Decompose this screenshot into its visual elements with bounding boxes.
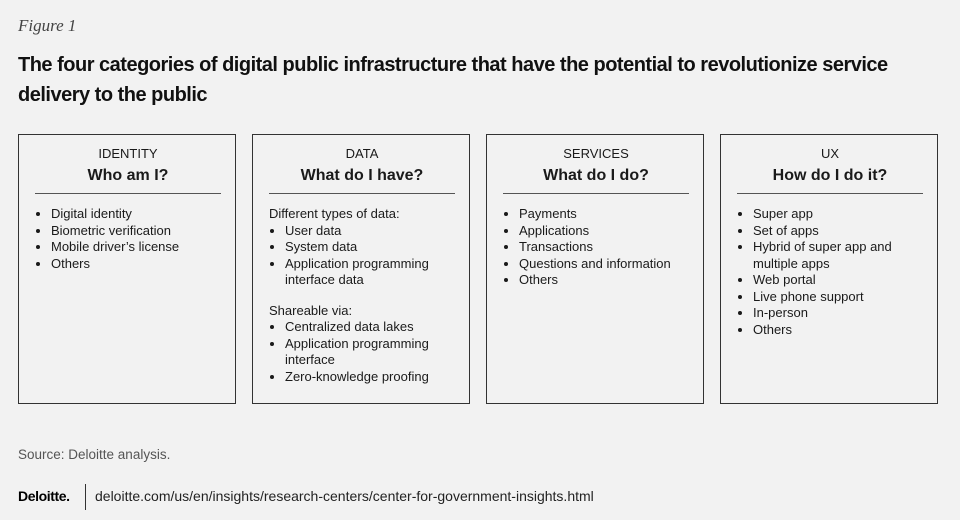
bullet-item: Application programming interface data <box>285 256 455 289</box>
bullet-item: Application programming interface <box>285 336 455 369</box>
bullet-item: System data <box>285 239 455 256</box>
bullet-item: Live phone support <box>753 289 923 306</box>
bullet-list: Centralized data lakesApplication progra… <box>269 319 455 385</box>
bullet-list: Super appSet of appsHybrid of super app … <box>737 206 923 338</box>
question: How do I do it? <box>737 167 923 194</box>
category: SERVICES <box>563 146 629 161</box>
bullet-item: Payments <box>519 206 689 223</box>
bullet-item: Questions and information <box>519 256 689 273</box>
column: SERVICES What do I do? PaymentsApplication… <box>486 134 704 404</box>
category: DATA <box>345 146 379 161</box>
question: What do I have? <box>269 167 455 194</box>
bullet-item: Transactions <box>519 239 689 256</box>
section: Super appSet of appsHybrid of super app … <box>737 206 923 338</box>
section-heading: Different types of data: <box>269 206 400 221</box>
section: Digital identityBiometric verificationMo… <box>35 206 221 272</box>
bullet-item: Centralized data lakes <box>285 319 455 336</box>
bullet-item: User data <box>285 223 455 240</box>
bullet-item: Mobile driver’s license <box>51 239 221 256</box>
bullet-item: Super app <box>753 206 923 223</box>
title: The four categories of digital public in… <box>18 54 888 106</box>
section: Different types of data: User dataSystem … <box>269 206 455 289</box>
bullet-item: Set of apps <box>753 223 923 240</box>
bullet-item: Hybrid of super app and multiple apps <box>753 239 923 272</box>
bullet-item: Others <box>753 322 923 339</box>
brand: Deloitte. <box>18 488 70 504</box>
bullet-item: Others <box>51 256 221 273</box>
figure-label: Figure 1 <box>18 16 77 35</box>
column: DATA What do I have? Different types of da… <box>252 134 470 404</box>
bullet-item: Digital identity <box>51 206 221 223</box>
bullet-list: Digital identityBiometric verificationMo… <box>35 206 221 272</box>
divider <box>85 484 86 510</box>
bullet-item: In-person <box>753 305 923 322</box>
bullet-list: User dataSystem dataApplication programm… <box>269 223 455 289</box>
column: UX How do I do it? Super appSet of appsHyb… <box>720 134 938 404</box>
section-heading: Shareable via: <box>269 302 353 318</box>
bullet-list: PaymentsApplicationsTransactionsQuestion… <box>503 206 689 289</box>
section: Shareable via:Centralized data lakesAppl… <box>269 303 455 386</box>
column: IDENTITY Who am I? Digital identityBiometr… <box>18 134 236 404</box>
source: Source: Deloitte analysis. <box>18 447 171 462</box>
columns: IDENTITY Who am I? Digital identityBiometr… <box>18 134 938 404</box>
category: UX <box>820 146 840 161</box>
bullet-item: Zero-knowledge proofing <box>285 369 455 386</box>
bullet-item: Others <box>519 272 689 289</box>
section: PaymentsApplicationsTransactionsQuestion… <box>503 206 689 289</box>
question: What do I do? <box>503 167 689 194</box>
category: IDENTITY <box>98 146 158 161</box>
bullet-item: Web portal <box>753 272 923 289</box>
bullet-item: Applications <box>519 223 689 240</box>
bullet-item: Biometric verification <box>51 223 221 240</box>
question: Who am I? <box>35 167 221 194</box>
url: deloitte.com/us/en/insights/research-cen… <box>95 488 594 504</box>
